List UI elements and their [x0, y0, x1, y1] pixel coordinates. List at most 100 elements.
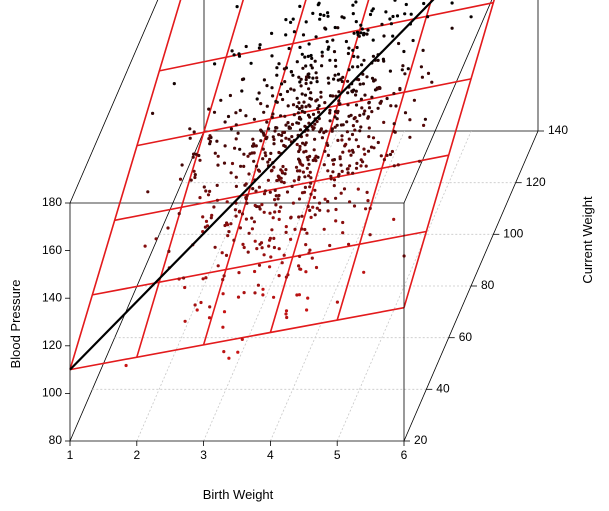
- data-point: [371, 7, 375, 11]
- data-point: [333, 58, 338, 63]
- data-point: [317, 104, 321, 108]
- data-point: [289, 215, 293, 219]
- data-point: [266, 160, 270, 164]
- data-point: [364, 164, 368, 168]
- data-point: [295, 96, 299, 100]
- data-point: [411, 38, 415, 43]
- data-point: [273, 198, 277, 202]
- data-point: [356, 144, 360, 149]
- data-point: [309, 192, 313, 196]
- data-point: [363, 93, 367, 97]
- data-point: [237, 52, 241, 56]
- scatter-points: [124, 0, 473, 368]
- data-point: [311, 76, 315, 80]
- data-point: [265, 120, 269, 124]
- data-point: [401, 64, 405, 68]
- data-point: [274, 194, 278, 198]
- data-point: [269, 151, 273, 155]
- data-point: [282, 67, 286, 71]
- data-point: [204, 219, 209, 223]
- data-point: [253, 203, 257, 208]
- plane-grid-line: [159, 1, 494, 72]
- data-point: [382, 59, 386, 63]
- data-point: [304, 105, 308, 109]
- data-point: [308, 185, 312, 189]
- data-point: [305, 231, 309, 235]
- data-point: [308, 104, 312, 108]
- data-point: [275, 73, 279, 77]
- data-point: [331, 162, 336, 166]
- data-point: [265, 84, 269, 88]
- data-point: [297, 293, 301, 297]
- data-point: [336, 109, 340, 113]
- data-point: [277, 133, 281, 137]
- data-point: [339, 77, 343, 81]
- data-point: [340, 134, 344, 138]
- data-point: [351, 124, 355, 128]
- data-point: [146, 190, 150, 194]
- data-point: [325, 141, 329, 145]
- data-point: [216, 154, 220, 158]
- data-point: [280, 169, 284, 173]
- data-point: [221, 325, 225, 329]
- data-point: [272, 245, 276, 250]
- data-point: [297, 264, 301, 268]
- data-point: [257, 263, 262, 267]
- data-point: [333, 25, 337, 30]
- x-axis-title: Birth Weight: [203, 487, 274, 502]
- data-point: [303, 93, 308, 97]
- data-point: [183, 319, 187, 323]
- data-point: [251, 187, 255, 191]
- data-point: [215, 183, 219, 187]
- data-point: [364, 207, 368, 211]
- data-point: [368, 206, 372, 210]
- data-point: [354, 20, 358, 24]
- data-point: [322, 227, 326, 231]
- data-point: [154, 237, 158, 241]
- data-point: [268, 190, 272, 194]
- data-point: [180, 163, 184, 167]
- data-point: [323, 197, 327, 201]
- y-tick-label: 80: [481, 278, 495, 292]
- data-point: [204, 189, 208, 193]
- data-point: [318, 208, 322, 212]
- data-point: [283, 80, 287, 84]
- data-point: [261, 147, 265, 151]
- data-point: [269, 169, 273, 173]
- data-point: [246, 250, 250, 254]
- data-point: [408, 118, 412, 122]
- data-point: [178, 177, 183, 181]
- data-point: [309, 91, 313, 95]
- z-tick-label: 160: [42, 243, 62, 257]
- data-point: [370, 110, 374, 114]
- data-point: [340, 169, 344, 173]
- data-point: [300, 52, 304, 56]
- data-point: [385, 96, 389, 101]
- data-point: [300, 105, 304, 109]
- data-point: [271, 216, 275, 220]
- box-edge: [403, 0, 493, 204]
- data-point: [300, 214, 304, 218]
- data-point: [290, 135, 294, 139]
- data-point: [242, 164, 246, 168]
- data-point: [313, 59, 317, 63]
- data-point: [419, 65, 423, 69]
- data-point: [277, 178, 281, 182]
- data-point: [335, 117, 339, 121]
- data-point: [193, 173, 197, 177]
- data-point: [356, 65, 360, 69]
- data-point: [342, 187, 347, 191]
- data-point: [392, 91, 396, 96]
- y-axis-title: Current Weight: [580, 196, 595, 284]
- data-point: [371, 38, 375, 42]
- data-point: [354, 93, 358, 97]
- data-point: [284, 123, 288, 127]
- data-point: [234, 184, 238, 188]
- data-point: [363, 152, 367, 156]
- data-point: [252, 159, 256, 163]
- data-point: [298, 169, 302, 173]
- data-point: [347, 242, 351, 246]
- data-point: [240, 212, 245, 216]
- data-point: [366, 116, 370, 120]
- data-point: [253, 269, 257, 274]
